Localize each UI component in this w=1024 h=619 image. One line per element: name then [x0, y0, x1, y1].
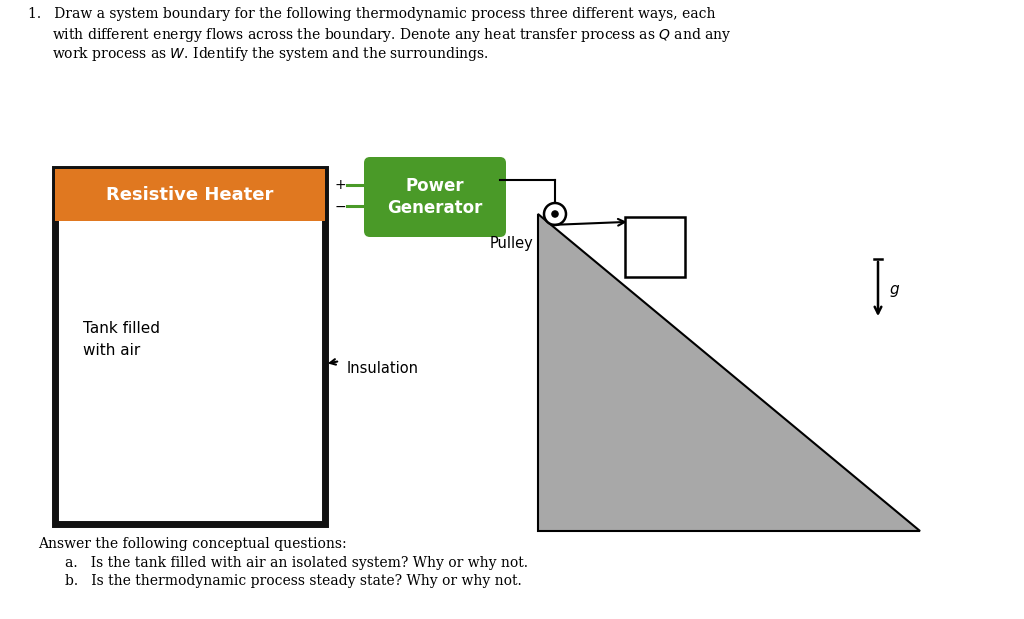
Text: work process as $W$. Identify the system and the surroundings.: work process as $W$. Identify the system… [52, 45, 488, 63]
Text: b.   Is the thermodynamic process steady state? Why or why not.: b. Is the thermodynamic process steady s… [65, 574, 522, 588]
Polygon shape [538, 214, 920, 531]
Text: −: − [335, 199, 347, 214]
Text: 1.   Draw a system boundary for the following thermodynamic process three differ: 1. Draw a system boundary for the follow… [28, 7, 716, 21]
Text: with different energy flows across the boundary. Denote any heat transfer proces: with different energy flows across the b… [52, 26, 731, 44]
FancyBboxPatch shape [364, 157, 506, 237]
Bar [55, 169, 325, 524]
Text: Power
Generator: Power Generator [387, 177, 482, 217]
Polygon shape [626, 217, 685, 277]
Text: Pulley: Pulley [490, 236, 534, 251]
Text: Insulation: Insulation [347, 360, 419, 376]
Circle shape [544, 203, 566, 225]
Bar [55, 169, 325, 221]
Text: Answer the following conceptual questions:: Answer the following conceptual question… [38, 537, 347, 551]
Text: Resistive Heater: Resistive Heater [106, 186, 273, 204]
Text: Tank filled
with air: Tank filled with air [83, 321, 160, 358]
Text: Block: Block [635, 229, 675, 265]
Text: a.   Is the tank filled with air an isolated system? Why or why not.: a. Is the tank filled with air an isolat… [65, 556, 528, 570]
Text: g: g [890, 282, 900, 297]
Text: +: + [335, 178, 347, 192]
Circle shape [552, 211, 558, 217]
